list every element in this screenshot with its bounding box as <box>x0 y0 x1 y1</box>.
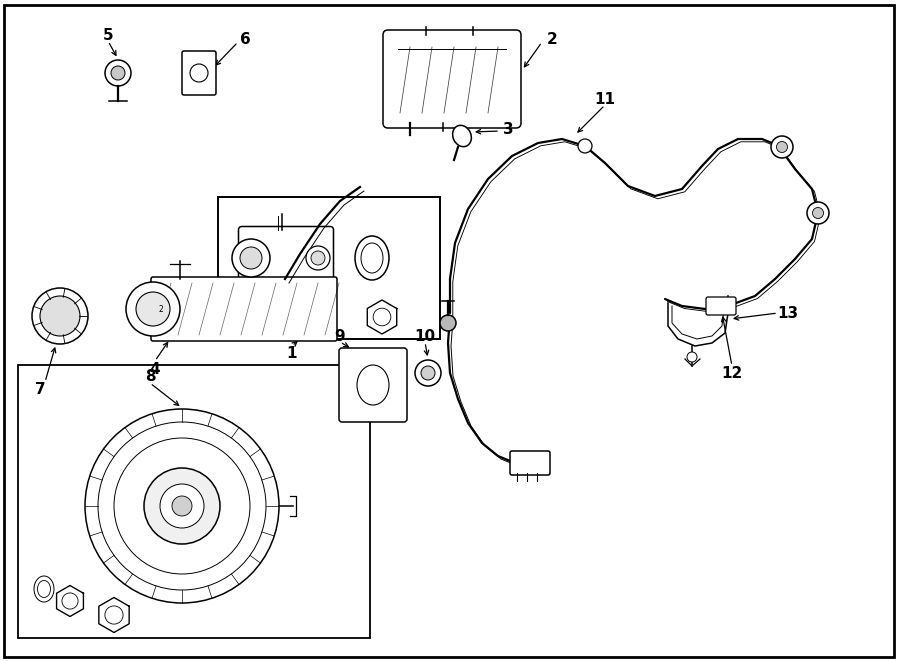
Circle shape <box>232 239 270 277</box>
Circle shape <box>105 606 123 624</box>
Text: 7: 7 <box>35 381 45 397</box>
Text: 12: 12 <box>722 366 742 381</box>
Circle shape <box>813 208 824 219</box>
Text: 6: 6 <box>239 32 250 46</box>
Ellipse shape <box>361 243 383 273</box>
Circle shape <box>114 438 250 574</box>
Circle shape <box>306 246 330 270</box>
FancyBboxPatch shape <box>383 30 521 128</box>
Circle shape <box>126 282 180 336</box>
Text: 4: 4 <box>149 362 160 377</box>
FancyBboxPatch shape <box>182 51 216 95</box>
Circle shape <box>40 296 80 336</box>
Bar <box>18 365 370 638</box>
Bar <box>218 197 440 339</box>
Circle shape <box>777 141 788 153</box>
Circle shape <box>771 136 793 158</box>
Circle shape <box>136 292 170 326</box>
Text: 1: 1 <box>287 346 297 360</box>
Ellipse shape <box>357 365 389 405</box>
Circle shape <box>160 484 204 528</box>
Circle shape <box>85 409 279 603</box>
Circle shape <box>578 139 592 153</box>
Text: 11: 11 <box>595 91 616 106</box>
Ellipse shape <box>453 126 472 147</box>
FancyBboxPatch shape <box>238 227 334 290</box>
Circle shape <box>421 366 435 380</box>
Text: 10: 10 <box>414 329 436 344</box>
Ellipse shape <box>34 576 54 602</box>
FancyBboxPatch shape <box>339 348 407 422</box>
Ellipse shape <box>355 236 389 280</box>
Circle shape <box>374 308 391 326</box>
Text: 3: 3 <box>503 122 513 137</box>
Circle shape <box>687 352 697 362</box>
Ellipse shape <box>38 580 50 598</box>
Text: 2: 2 <box>158 305 164 313</box>
Text: 2: 2 <box>546 32 557 46</box>
Circle shape <box>98 422 266 590</box>
FancyBboxPatch shape <box>151 277 337 341</box>
Circle shape <box>807 202 829 224</box>
Circle shape <box>32 288 88 344</box>
FancyBboxPatch shape <box>510 451 550 475</box>
Circle shape <box>415 360 441 386</box>
Text: 13: 13 <box>778 305 798 321</box>
Circle shape <box>105 60 131 86</box>
Circle shape <box>311 251 325 265</box>
Text: 9: 9 <box>335 329 346 344</box>
Text: 8: 8 <box>145 368 156 383</box>
Circle shape <box>111 66 125 80</box>
Circle shape <box>144 468 220 544</box>
Circle shape <box>62 593 78 609</box>
Circle shape <box>440 315 456 331</box>
Circle shape <box>172 496 192 516</box>
Text: 5: 5 <box>103 28 113 42</box>
Circle shape <box>190 64 208 82</box>
FancyBboxPatch shape <box>706 297 736 315</box>
Circle shape <box>240 247 262 269</box>
